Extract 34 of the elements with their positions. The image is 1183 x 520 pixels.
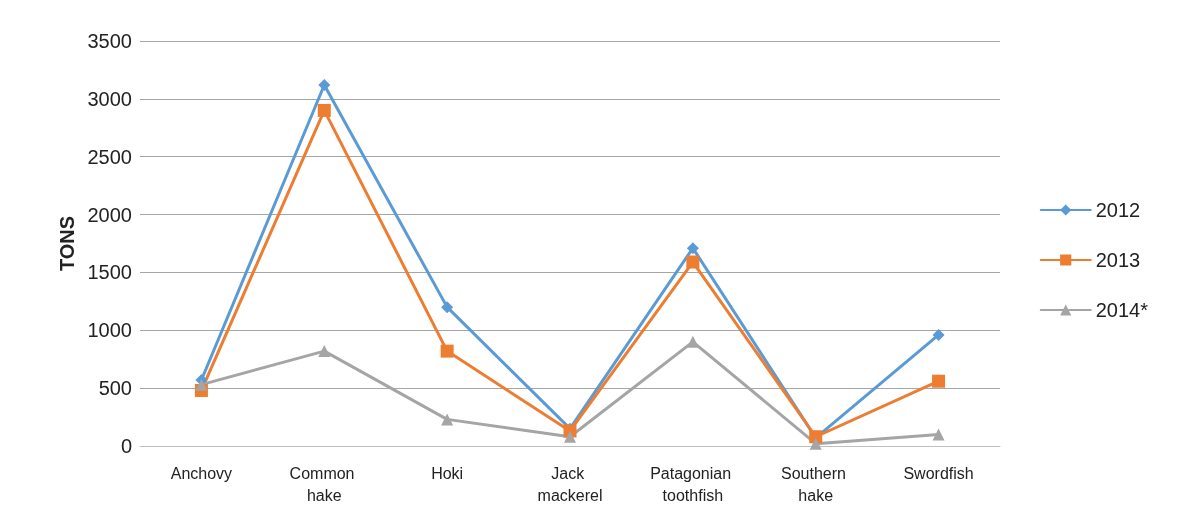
point xyxy=(441,301,454,314)
x-tick-label: Southern hake xyxy=(781,464,851,504)
y-tick-label: 1000 xyxy=(87,319,132,342)
y-tick-label: 3000 xyxy=(87,87,132,110)
y-tick-label: 3500 xyxy=(87,30,132,52)
y-tick-label: 500 xyxy=(98,377,132,400)
point xyxy=(564,430,576,443)
x-tick-label: Patagonian toothfish xyxy=(650,464,736,504)
point xyxy=(932,428,945,441)
y-axis-title: TONS xyxy=(55,215,78,272)
legend-label: 2013 xyxy=(1095,249,1141,271)
x-tick-label: Swordfish xyxy=(903,464,974,482)
point xyxy=(932,374,946,388)
x-tick-label: Hoki xyxy=(431,464,464,482)
legend-label: 2014* xyxy=(1095,299,1149,321)
point xyxy=(318,78,331,91)
point xyxy=(318,345,331,358)
x-tick-label: Anchovy xyxy=(170,464,233,482)
point xyxy=(932,328,945,341)
point xyxy=(686,242,699,255)
y-tick-label: 0 xyxy=(120,435,132,457)
point xyxy=(686,335,699,348)
point xyxy=(441,413,454,426)
point xyxy=(440,344,454,358)
point xyxy=(195,378,208,391)
x-tick-label: Jack mackerel xyxy=(537,464,603,504)
legend-label: 2012 xyxy=(1095,199,1141,221)
point xyxy=(686,255,700,269)
x-tick-label: Common hake xyxy=(289,464,359,504)
y-tick-label: 2000 xyxy=(87,203,132,226)
y-tick-label: 1500 xyxy=(87,261,132,284)
point xyxy=(317,103,331,117)
point xyxy=(809,437,822,450)
y-tick-label: 2500 xyxy=(87,145,132,168)
